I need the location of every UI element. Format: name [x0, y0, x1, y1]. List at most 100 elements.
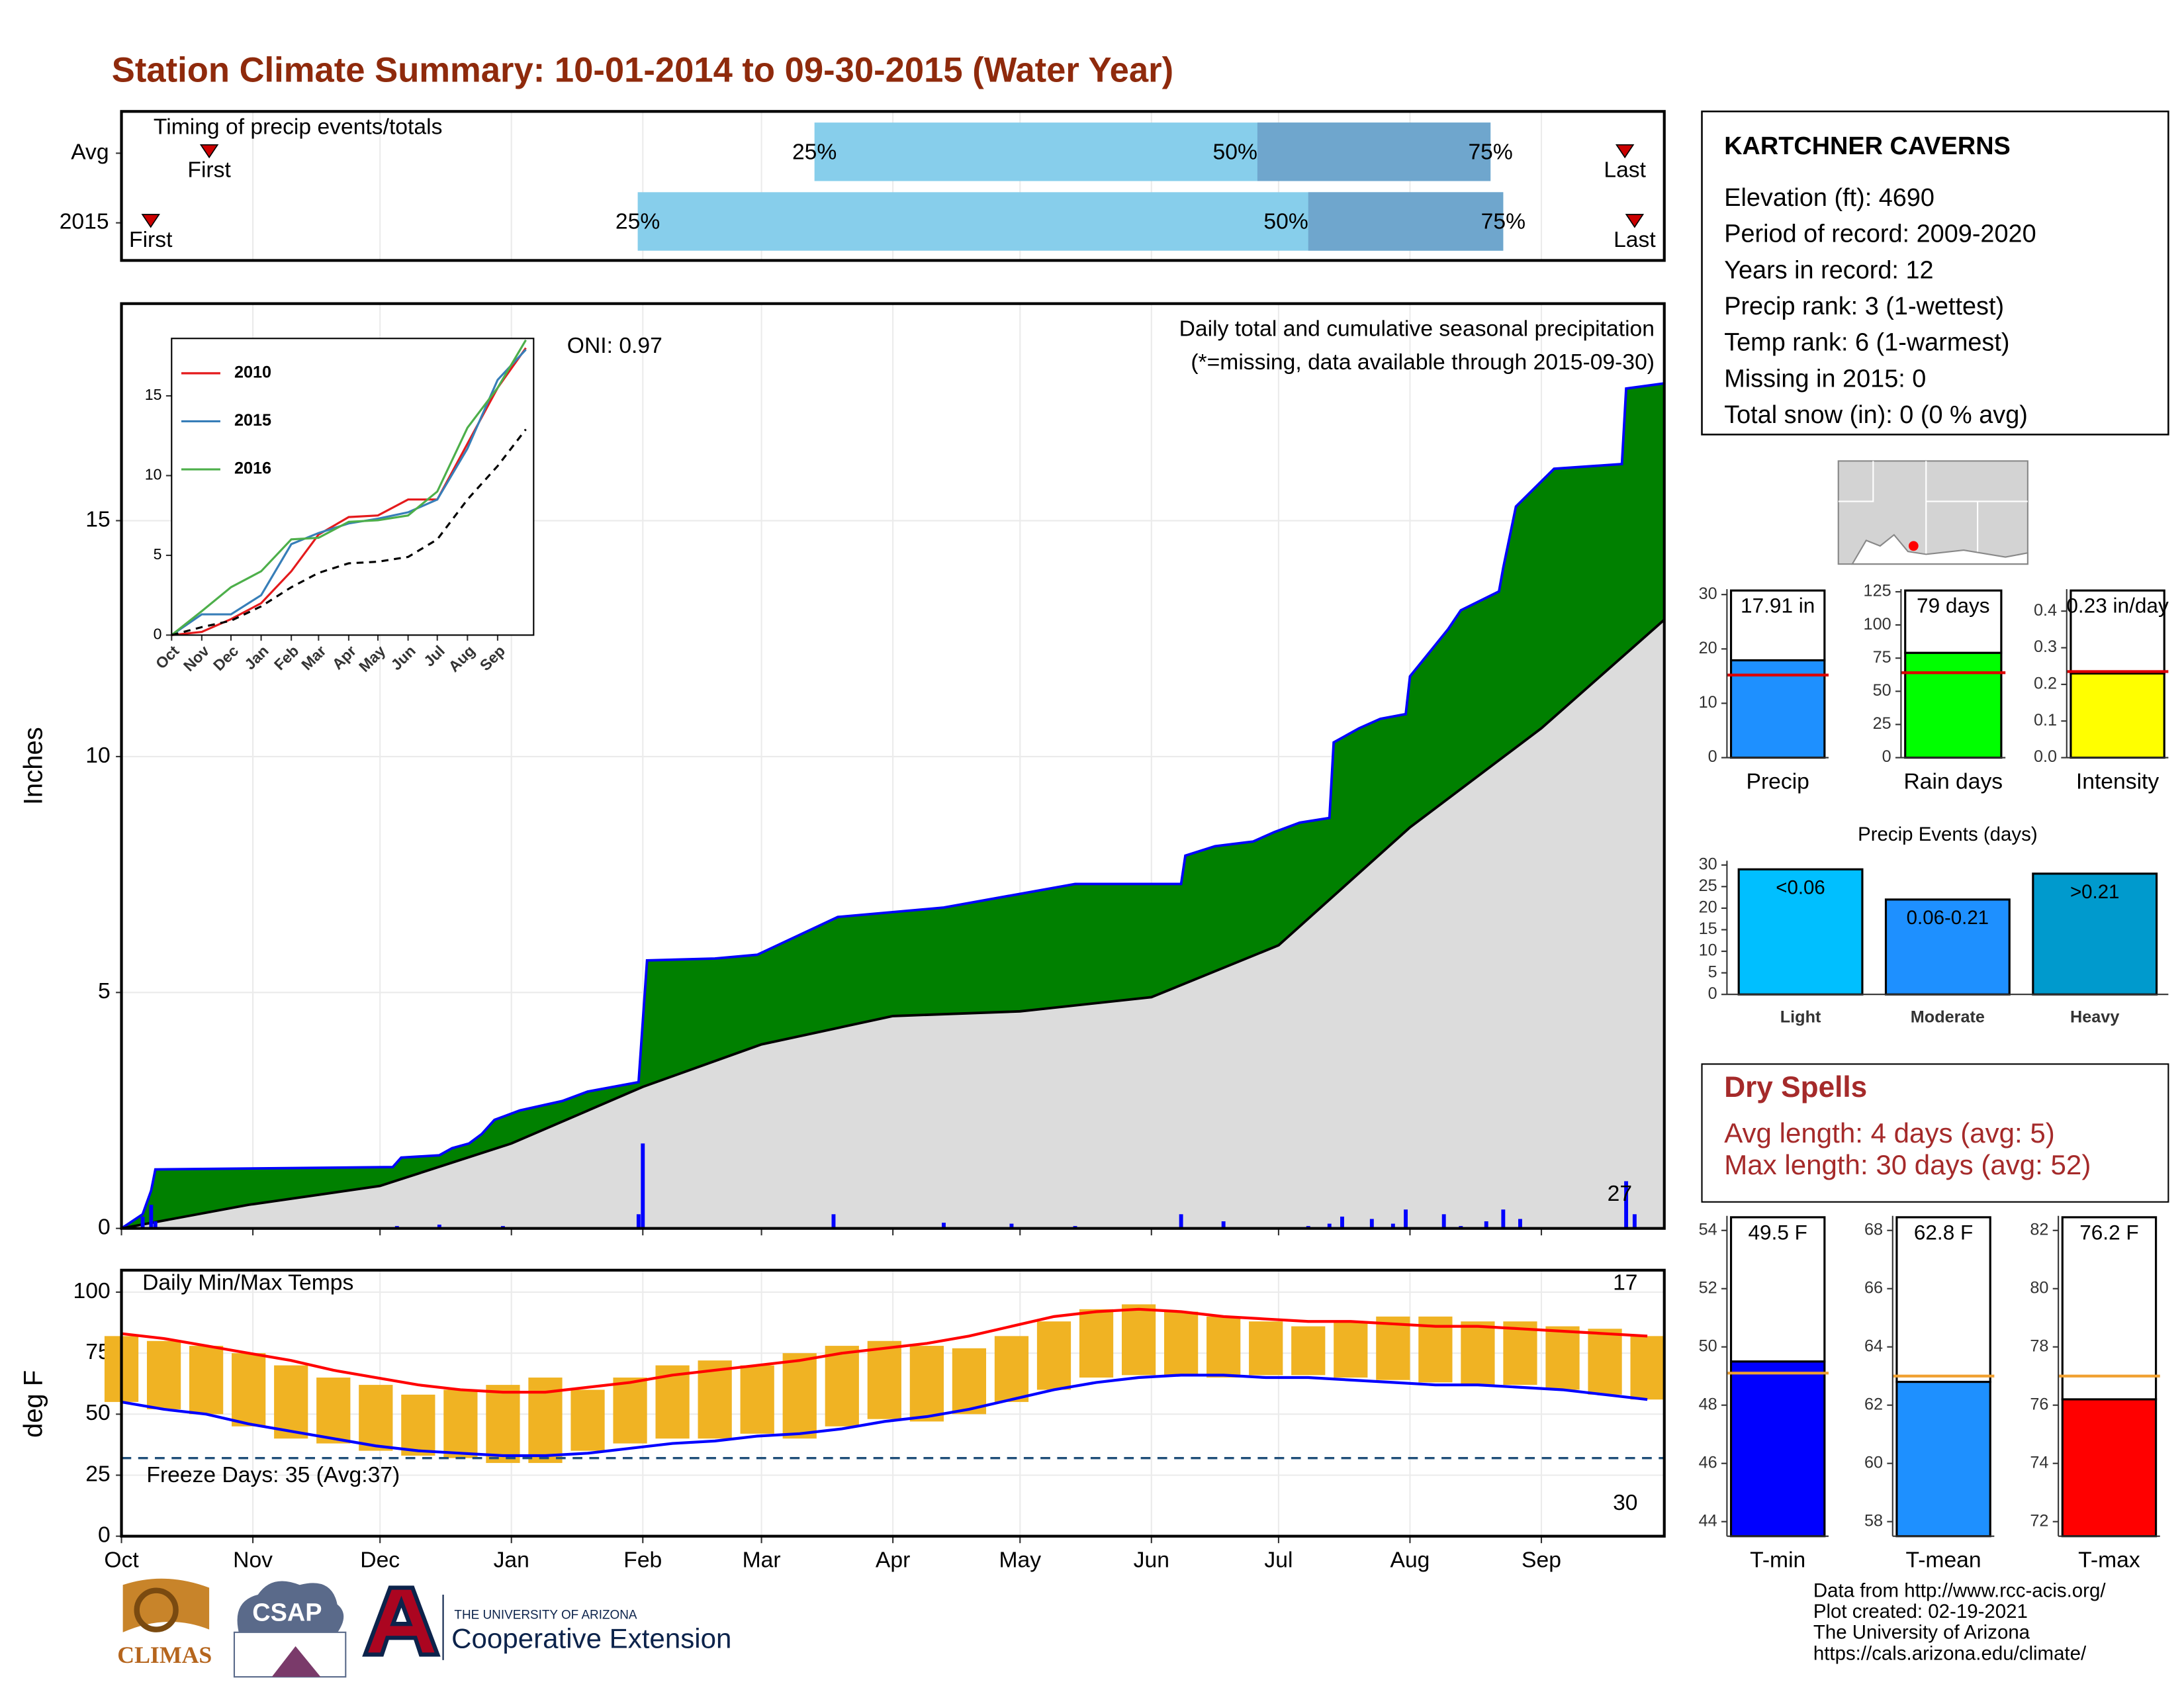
daily-bar [1369, 1219, 1374, 1229]
y-tick-label: 100 [73, 1279, 111, 1303]
event-marker [1615, 144, 1635, 159]
x-tick-label: Aug [1390, 1548, 1430, 1572]
corner-note: 27 [1608, 1182, 1632, 1206]
logos: CLIMAS CSAP THE UNIVERSITY OF ARIZONA Co… [117, 1578, 731, 1678]
bar [2061, 1398, 2158, 1538]
daily-bar [1390, 1223, 1395, 1229]
cumulative-line [121, 618, 1665, 1230]
category-label: Precip [1746, 769, 1809, 794]
station-line: Temp rank: 6 (1-warmest) [1724, 329, 2009, 357]
row-label: 2015 [60, 210, 109, 234]
daily-bar [1327, 1223, 1332, 1229]
row-label: Avg [71, 140, 109, 164]
daily-bar [153, 1221, 158, 1229]
threshold-label: <0.06 [1776, 877, 1825, 899]
dry-spells-box [1701, 1063, 2169, 1203]
x-tick-label: Nov [233, 1548, 273, 1572]
y-tick-label: 10 [1699, 941, 1717, 960]
category-label: Moderate [1911, 1008, 1985, 1027]
credit-line: Data from http://www.rcc-acis.org/ [1813, 1580, 2106, 1602]
chart-title: Precip Events (days) [1858, 823, 2038, 845]
y-tick-label: 66 [1864, 1278, 1883, 1297]
y-tick-label: 5 [1708, 962, 1717, 981]
bar [2070, 672, 2165, 759]
bar-frame [1729, 589, 1826, 662]
x-tick-label: Jan [494, 1548, 529, 1572]
min-note: 30 [1613, 1491, 1637, 1515]
category-label: T-max [2078, 1548, 2140, 1572]
temp-range-bar [1545, 1326, 1580, 1390]
temp-range-bar [698, 1360, 732, 1439]
y-tick-label: 64 [1864, 1336, 1883, 1355]
x-tick-label: Jul [1264, 1548, 1293, 1572]
station-dot [1908, 541, 1919, 551]
daily-bar [1518, 1219, 1522, 1229]
dry-spells-title: Dry Spells [1724, 1071, 1867, 1103]
csap-mountain [271, 1646, 321, 1677]
temp-line [121, 1307, 1648, 1394]
oni-annotation: ONI: 0.97 [567, 334, 662, 358]
y-axis-label: Inches [19, 727, 48, 805]
station-line: Precip rank: 3 (1-wettest) [1724, 293, 2004, 320]
temp-range-bar [232, 1353, 266, 1427]
bar-frame [1904, 589, 2003, 654]
quartile-label: 75% [1481, 210, 1525, 234]
daily-bar [140, 1216, 145, 1229]
daily-bar [942, 1223, 946, 1229]
y-axis-label: deg F [19, 1370, 48, 1438]
y-tick-label: 25 [85, 1462, 110, 1486]
y-tick-label: 15 [85, 507, 110, 532]
inset-line [171, 428, 527, 636]
y-tick-label: 125 [1864, 582, 1891, 600]
temp-range-bar [740, 1365, 774, 1434]
daily-bar [1624, 1181, 1629, 1229]
bar-frame [1895, 1216, 1991, 1383]
chart-title: Daily total and cumulative seasonal prec… [1179, 317, 1655, 342]
map-border-mexico [1850, 534, 2028, 565]
event-label: First [187, 158, 231, 183]
temp-line [121, 1374, 1648, 1458]
csap-logo: CSAP [252, 1599, 322, 1626]
temp-range-bar [146, 1340, 181, 1409]
value-label: 79 days [1917, 594, 1990, 618]
station-line: Period of record: 2009-2020 [1724, 220, 2036, 248]
x-tick-label: Oct [104, 1548, 139, 1572]
bar [1904, 651, 2003, 759]
value-label: 0.23 in/day [2066, 594, 2169, 618]
value-label: 17.91 in [1741, 594, 1815, 618]
y-tick-label: 58 [1864, 1511, 1883, 1530]
inset-frame [171, 338, 535, 636]
cumulative-line [120, 382, 1664, 1230]
quartile-label: 50% [1213, 140, 1257, 164]
y-tick-label: 72 [2030, 1511, 2048, 1530]
y-tick-label: 100 [1864, 615, 1891, 633]
quartile-bar [1308, 192, 1504, 251]
daily-bar [831, 1214, 836, 1229]
y-tick-label: 76 [2030, 1395, 2048, 1413]
y-tick-label: 52 [1699, 1278, 1717, 1297]
y-tick-label: 60 [1864, 1453, 1883, 1472]
y-tick-label: 0.2 [2034, 675, 2057, 693]
daily-bar [1179, 1214, 1183, 1229]
inset-line [171, 349, 527, 636]
daily-bar [1009, 1223, 1014, 1229]
category-label: Intensity [2076, 769, 2160, 794]
daily-bar [1501, 1209, 1506, 1229]
temp-range-bar [1461, 1321, 1495, 1385]
category-label: Light [1780, 1008, 1821, 1027]
y-tick-label: 0 [1708, 984, 1717, 1003]
value-label: 49.5 F [1748, 1220, 1807, 1244]
y-tick-label: 80 [2030, 1278, 2048, 1297]
y-tick-label: 20 [1699, 898, 1717, 917]
y-tick-label: 0.3 [2034, 637, 2057, 656]
y-tick-label: 50 [85, 1401, 110, 1425]
y-tick-label: 54 [1699, 1220, 1717, 1239]
temp-range-bar [867, 1340, 901, 1419]
temp-range-bar [1164, 1311, 1199, 1376]
bar [1884, 898, 2011, 996]
inset-line [171, 347, 527, 636]
y-tick-label: 15 [145, 386, 162, 403]
x-tick-label: May [999, 1548, 1041, 1572]
temp-range-bar [274, 1365, 308, 1439]
y-tick-label: 10 [1699, 693, 1717, 712]
